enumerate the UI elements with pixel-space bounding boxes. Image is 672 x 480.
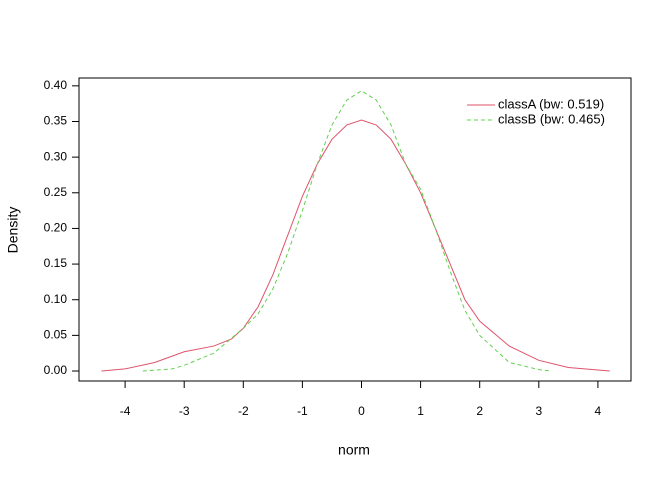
- x-tick-label: 3: [535, 404, 542, 418]
- x-tick-label: -1: [297, 404, 308, 418]
- x-tick-label: -4: [120, 404, 131, 418]
- x-axis-label: norm: [338, 442, 370, 458]
- x-tick-label: -2: [238, 404, 249, 418]
- x-tick-label: 2: [476, 404, 483, 418]
- y-tick-label: 0.30: [44, 149, 68, 163]
- y-tick-label: 0.10: [44, 292, 68, 306]
- legend-label: classA (bw: 0.519): [498, 96, 604, 111]
- x-tick-label: 1: [417, 404, 424, 418]
- y-axis-label: Density: [5, 207, 21, 254]
- x-tick-label: 4: [595, 404, 602, 418]
- density-line: [101, 119, 610, 372]
- y-tick-label: 0.15: [44, 256, 68, 270]
- y-tick-label: 0.00: [44, 363, 68, 377]
- y-tick-label: 0.25: [44, 185, 68, 199]
- y-tick-label: 0.40: [44, 78, 68, 92]
- legend-label: classB (bw: 0.465): [498, 111, 605, 126]
- x-tick-label: 0: [358, 404, 365, 418]
- y-tick-label: 0.05: [44, 328, 68, 342]
- y-tick-label: 0.20: [44, 221, 68, 235]
- density-line: [142, 90, 551, 372]
- y-tick-label: 0.35: [44, 114, 68, 128]
- x-tick-label: -3: [179, 404, 190, 418]
